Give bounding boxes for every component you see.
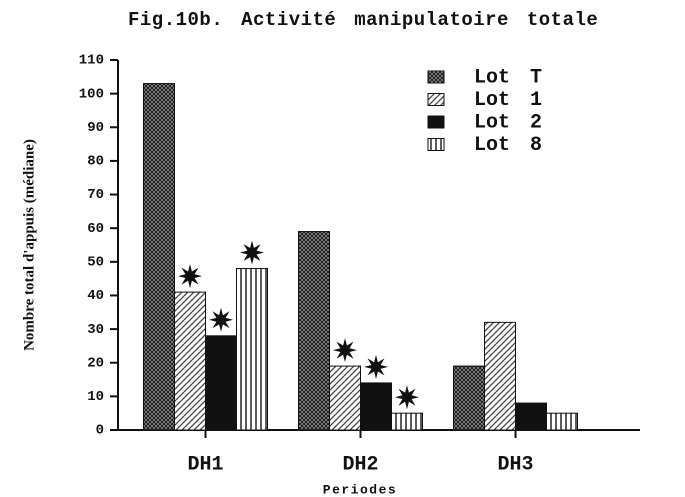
x-tick-label: DH3 [497,453,533,476]
y-tick-label: 70 [87,187,104,203]
bar [391,412,423,431]
significance-star [209,307,233,332]
y-axis-label: Nombre total d'appuis (médiane) [21,139,37,351]
y-tick-label: 30 [87,322,104,338]
legend-label: Lot 1 [474,89,542,112]
bar [174,291,206,431]
significance-star [333,338,357,363]
bar [360,382,392,431]
legend-swatch [427,115,445,129]
y-tick-label: 0 [96,423,104,439]
chart-title: Fig.10b. Activité manipulatoire totale [128,9,599,31]
bar [546,412,578,431]
x-tick-label: DH2 [342,453,378,476]
y-tick-label: 40 [87,288,104,304]
legend-swatch [427,138,445,151]
bar [143,83,175,431]
legend-swatch [427,70,445,84]
y-tick-label: 60 [87,221,104,237]
y-tick-label: 90 [87,120,104,136]
bar [515,402,547,431]
bar [205,335,237,431]
y-tick-label: 80 [87,154,104,170]
bar [453,365,485,431]
legend-label: Lot 8 [474,134,542,157]
y-tick-label: 20 [87,355,104,371]
bar [298,231,330,431]
bar [484,321,516,431]
significance-star [240,240,264,265]
significance-star [364,354,388,379]
y-tick-label: 50 [87,255,104,271]
y-tick-label: 110 [79,53,104,69]
legend-label: Lot T [474,66,542,89]
x-axis-label: Periodes [323,482,397,497]
significance-star [395,385,419,410]
y-tick-label: 10 [87,389,104,405]
legend-label: Lot 2 [474,111,542,134]
significance-star [178,264,202,289]
y-tick-label: 100 [79,86,104,102]
bar [329,365,361,431]
x-tick-label: DH1 [187,453,223,476]
legend-swatch [427,93,445,106]
bar [236,268,268,431]
